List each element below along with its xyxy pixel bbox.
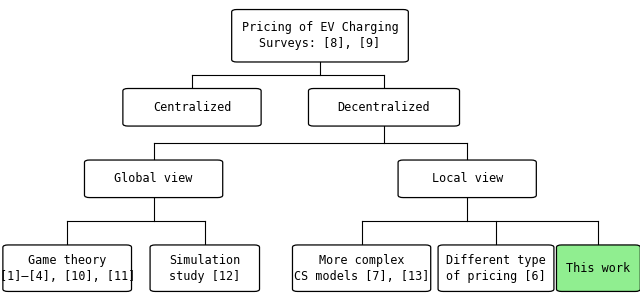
FancyBboxPatch shape [557,245,640,291]
Text: Global view: Global view [115,172,193,185]
Text: Pricing of EV Charging
Surveys: [8], [9]: Pricing of EV Charging Surveys: [8], [9] [242,21,398,50]
Text: Decentralized: Decentralized [338,101,430,114]
Text: More complex
CS models [7], [13]: More complex CS models [7], [13] [294,254,429,283]
FancyBboxPatch shape [84,160,223,198]
Text: Different type
of pricing [6]: Different type of pricing [6] [446,254,546,283]
FancyBboxPatch shape [292,245,431,291]
Text: This work: This work [566,262,630,275]
FancyBboxPatch shape [308,89,460,126]
Text: Simulation
study [12]: Simulation study [12] [169,254,241,283]
FancyBboxPatch shape [438,245,554,291]
Text: Local view: Local view [431,172,503,185]
FancyBboxPatch shape [398,160,536,198]
FancyBboxPatch shape [232,10,408,62]
FancyBboxPatch shape [150,245,260,291]
Text: Centralized: Centralized [153,101,231,114]
FancyBboxPatch shape [3,245,132,291]
FancyBboxPatch shape [123,89,261,126]
Text: Game theory
[1]–[4], [10], [11]: Game theory [1]–[4], [10], [11] [0,254,135,283]
